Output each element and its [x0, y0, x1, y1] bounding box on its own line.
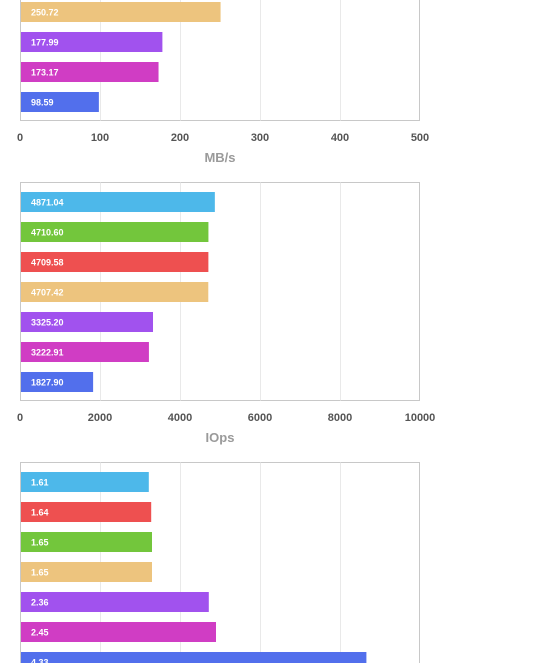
bar-rect	[21, 372, 94, 392]
x-tick-label: 400	[331, 132, 349, 144]
bar-rect	[21, 92, 99, 112]
bars: 250.72 177.99 173.17 98.59	[21, 2, 221, 112]
x-tick-label: 10000	[405, 412, 436, 424]
bar-value-label: 1827.90	[31, 378, 64, 388]
bar-value-label: 4707.42	[31, 288, 64, 298]
bar-rect	[21, 62, 159, 82]
bar: 1827.90	[21, 372, 94, 392]
bar-value-label: 4.33	[31, 658, 49, 663]
bar-rect	[21, 472, 149, 492]
bar-value-label: 1.64	[31, 508, 49, 518]
bar: 1.61	[21, 472, 149, 492]
x-tick-label: 0	[17, 132, 23, 144]
bar-value-label: 3325.20	[31, 318, 64, 328]
bar-rect	[21, 562, 152, 582]
x-axis-title: MB/s	[204, 150, 235, 165]
bars: 4871.04 4710.60 4709.58 4707.42 3325.20 3222.…	[21, 192, 215, 392]
x-tick-labels: 0 2000 4000 6000 8000 10000	[17, 412, 435, 424]
bar: 4709.58	[21, 252, 209, 272]
throughput-chart: 250.72 177.99 173.17 98.59 0 100 200 300 400 500…	[17, 0, 429, 165]
bar-rect	[21, 532, 152, 552]
bar: 1.65	[21, 562, 152, 582]
bar: 1.64	[21, 502, 152, 522]
x-tick-labels: 0 100 200 300 400 500	[17, 132, 429, 144]
bar-value-label: 2.36	[31, 598, 49, 608]
bar: 4707.42	[21, 282, 209, 302]
bar: 4871.04	[21, 192, 215, 212]
latency-chart: 1.61 1.64 1.65 1.65 2.36 2.45 4.33	[20, 462, 420, 663]
bar: 98.59	[21, 92, 99, 112]
bar-value-label: 173.17	[31, 68, 59, 78]
bar-value-label: 3222.91	[31, 348, 64, 358]
bar: 3325.20	[21, 312, 154, 332]
bar: 2.36	[21, 592, 209, 612]
bar-value-label: 177.99	[31, 38, 59, 48]
x-axis-title: IOps	[206, 430, 235, 445]
bar-rect	[21, 252, 209, 272]
bar-rect	[21, 592, 209, 612]
bars: 1.61 1.64 1.65 1.65 2.36 2.45 4.33	[21, 472, 367, 663]
bar-rect	[21, 502, 152, 522]
x-tick-label: 500	[411, 132, 429, 144]
bar-value-label: 250.72	[31, 8, 59, 18]
bar-value-label: 4710.60	[31, 228, 64, 238]
x-tick-label: 6000	[248, 412, 272, 424]
bar: 2.45	[21, 622, 216, 642]
bar: 250.72	[21, 2, 221, 22]
bar-value-label: 4871.04	[31, 198, 64, 208]
bar: 177.99	[21, 32, 163, 52]
bar: 1.65	[21, 532, 152, 552]
bar-value-label: 4709.58	[31, 258, 64, 268]
x-tick-label: 100	[91, 132, 109, 144]
x-tick-label: 4000	[168, 412, 192, 424]
x-tick-label: 200	[171, 132, 189, 144]
bar-rect	[21, 2, 221, 22]
bar-rect	[21, 622, 216, 642]
x-tick-label: 8000	[328, 412, 352, 424]
x-tick-label: 0	[17, 412, 23, 424]
bar: 4710.60	[21, 222, 209, 242]
bar-rect	[21, 32, 163, 52]
bar-rect	[21, 652, 367, 663]
bar-value-label: 2.45	[31, 628, 49, 638]
bar-value-label: 1.61	[31, 478, 49, 488]
bar-rect	[21, 312, 154, 332]
bar-rect	[21, 282, 209, 302]
bar: 173.17	[21, 62, 159, 82]
bar-rect	[21, 342, 149, 362]
bar-value-label: 1.65	[31, 568, 49, 578]
bar-value-label: 98.59	[31, 98, 54, 108]
bar: 4.33	[21, 652, 367, 663]
x-tick-label: 300	[251, 132, 269, 144]
bar-rect	[21, 192, 215, 212]
bar: 3222.91	[21, 342, 149, 362]
x-tick-label: 2000	[88, 412, 112, 424]
bar-rect	[21, 222, 209, 242]
iops-chart: 4871.04 4710.60 4709.58 4707.42 3325.20 3222.…	[17, 182, 435, 445]
bar-value-label: 1.65	[31, 538, 49, 548]
